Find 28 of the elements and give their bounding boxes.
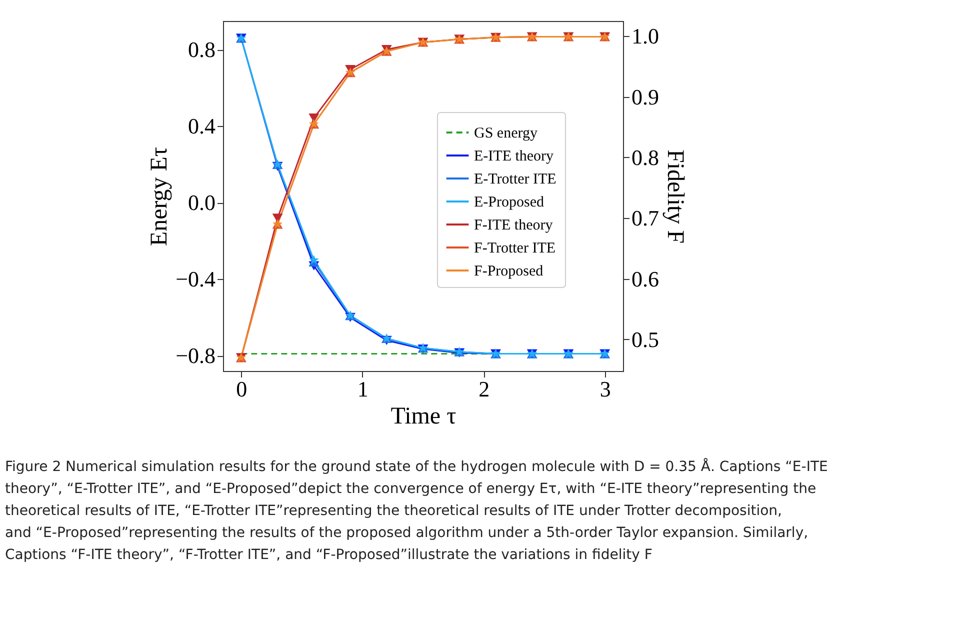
legend-label: GS energy	[474, 126, 538, 142]
x-axis-title: Time τ	[390, 404, 457, 430]
legend-label: F-ITE theory	[474, 218, 554, 234]
x-tick-label: 1	[357, 376, 368, 402]
y-tick-label: 0.0	[188, 190, 216, 216]
point	[308, 114, 320, 123]
y2-axis-title: Fidelity F	[662, 149, 688, 244]
y-tick-label: −0.8	[176, 343, 216, 368]
y2-tick-label: 0.9	[632, 84, 659, 110]
legend-label: E-ITE theory	[474, 148, 554, 164]
x-tick-label: 2	[478, 376, 490, 402]
y-tick-label: 0.4	[188, 114, 216, 139]
y2-tick-label: 0.7	[632, 206, 659, 231]
y-tick-label: 0.8	[188, 37, 216, 62]
x-tick-label: 0	[236, 376, 248, 402]
y2-tick-label: 0.5	[632, 326, 659, 352]
y2-tick-label: 0.6	[632, 266, 659, 292]
y-tick-label: −0.4	[176, 266, 216, 292]
legend-label: F-Proposed	[474, 264, 544, 280]
caption: Figure 2 Numerical simulation results for the ground state of the hydrogen molecule with D = 0.35 Å. Captions “E-ITE theory”, “E-Trotter ITE”, and “E-Proposed”depict the convergence of energy Eτ, with “E-ITE theory”representing the theoretical results of ITE, “E-Trotter ITE”representing the theoretical results of ITE under Trotter decomposition, and “E-Proposed”representing the results of the proposed algorithm under a 5th-order Taylor expansion. Similarly, Captions “F-ITE theory”, “F-Trotter ITE”, and “F-Proposed”illustrate the variations in fidelity F	[5, 458, 828, 563]
x-tick-label: 3	[600, 376, 611, 402]
legend-label: E-Trotter ITE	[474, 172, 556, 188]
y2-tick-label: 0.8	[632, 144, 659, 170]
legend-label: E-Proposed	[474, 194, 544, 210]
legend-label: F-Trotter ITE	[474, 240, 556, 256]
y2-tick-label: 1.0	[632, 24, 659, 49]
point	[308, 254, 319, 264]
y-axis-title: Energy Eτ	[146, 146, 173, 246]
